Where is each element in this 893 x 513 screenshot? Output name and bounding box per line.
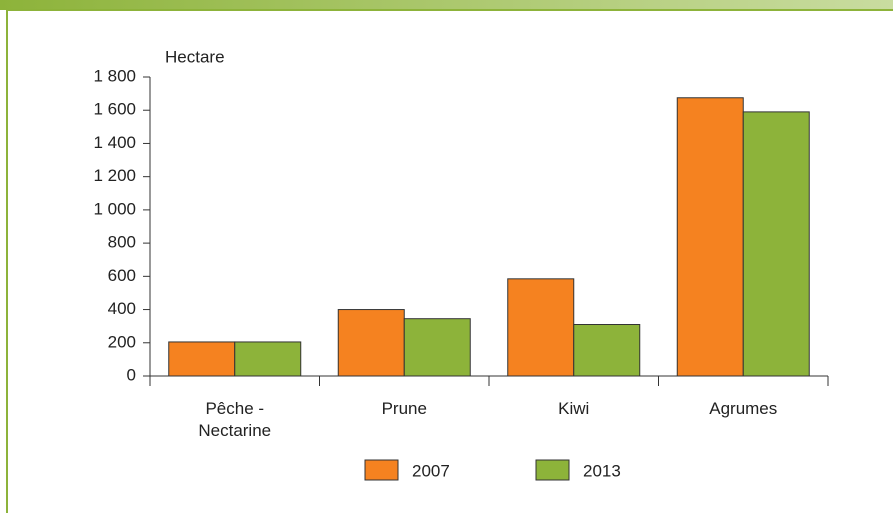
y-tick-label: 1 000 bbox=[93, 199, 136, 218]
y-tick-label: 1 800 bbox=[93, 66, 136, 85]
bar bbox=[234, 341, 302, 377]
bar bbox=[676, 97, 744, 377]
legend-swatch bbox=[535, 459, 570, 481]
y-tick-label: 0 bbox=[127, 365, 136, 384]
x-tick-label: Agrumes bbox=[709, 399, 778, 418]
x-tick-label: Prune bbox=[381, 399, 427, 418]
bar bbox=[337, 309, 405, 377]
bar bbox=[742, 111, 810, 377]
frame bbox=[6, 9, 893, 513]
top-band bbox=[0, 0, 893, 10]
legend-label: 2007 bbox=[412, 461, 450, 480]
bar bbox=[403, 318, 471, 377]
x-tick-label: Pêche - Nectarine bbox=[198, 399, 272, 440]
legend-swatch bbox=[364, 459, 399, 481]
y-tick-label: 600 bbox=[108, 266, 136, 285]
y-tick-label: 1 400 bbox=[93, 133, 136, 152]
legend-label: 2013 bbox=[583, 461, 621, 480]
y-tick-label: 800 bbox=[108, 233, 136, 252]
bar bbox=[168, 341, 236, 377]
y-tick-label: 1 600 bbox=[93, 100, 136, 119]
y-tick-label: 400 bbox=[108, 299, 136, 318]
y-axis-label: Hectare bbox=[165, 47, 225, 66]
y-tick-label: 200 bbox=[108, 332, 136, 351]
x-tick-label: Kiwi bbox=[558, 399, 590, 418]
y-tick-label: 1 200 bbox=[93, 166, 136, 185]
bar bbox=[507, 278, 575, 377]
bar bbox=[573, 324, 641, 377]
